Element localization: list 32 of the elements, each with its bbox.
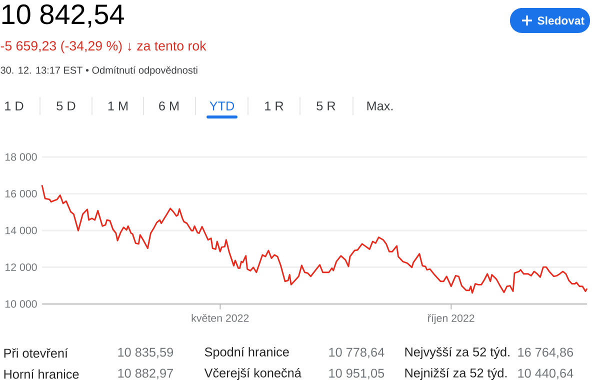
text: Při otevření [4,348,68,358]
text: 10 835,59 [118,348,173,358]
text: 5 D [56,102,76,110]
text: Max. [367,102,393,110]
text: Včerejší konečná [204,368,302,380]
text: Horní hranice [4,369,79,379]
line-series [41,184,588,294]
text: Spodní hranice [204,347,289,359]
y-tick-label: 16 000 [5,190,37,198]
text: YTD [210,102,234,110]
text: 1 R [265,102,284,110]
text: Sledovat [538,16,584,25]
y-tick-label: 18 000 [5,153,37,161]
text: 10 778,64 [329,348,384,358]
text: 5 R [316,102,336,110]
text: Nejvyšší za 52 týd. [405,347,510,359]
text: 30. 12. 13:17 EST • Odmítnutí odpovědnosti [0,66,198,76]
text: 16 764,86 [518,348,574,358]
text: Nejnižší za 52 týd. [405,368,507,380]
text: 10 951,05 [329,368,384,380]
y-tick-label: 10 000 [5,300,37,308]
text: 10 440,64 [518,368,574,380]
text: 1 D [5,102,24,110]
text: 10 882,97 [118,368,173,380]
text: 6 M [159,102,179,110]
x-tick-label: květen 2022 [192,314,249,322]
x-tick-label: říjen 2022 [428,314,474,324]
y-tick-label: 12 000 [5,263,37,272]
y-tick-label: 14 000 [5,226,37,234]
chart-subtitle: -5 659,23 (-34,29 %) ↓ za tento rok [0,40,206,54]
chart-title: 10 842,54 [2,4,124,28]
text: 1 M [108,102,128,110]
